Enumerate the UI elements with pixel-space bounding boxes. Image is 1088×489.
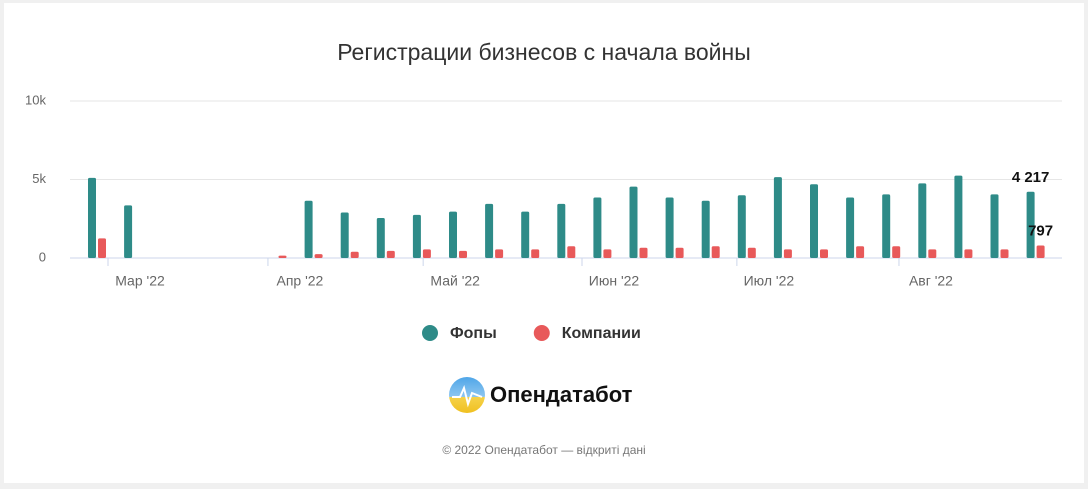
legend-label: Фопы: [450, 325, 497, 342]
bar: [882, 194, 891, 258]
x-tick-label: Мар '22: [115, 273, 165, 289]
bar: [521, 211, 530, 258]
bar: [124, 205, 133, 258]
bar: [350, 251, 359, 258]
data-label: 4 217: [1012, 169, 1050, 186]
bar: [990, 194, 999, 258]
bar: [701, 200, 710, 258]
bar: [629, 186, 638, 258]
bar: [737, 195, 746, 258]
bar: [810, 184, 818, 258]
x-tick-label: Авг '22: [909, 273, 953, 289]
bar: [314, 254, 323, 258]
bar: [278, 255, 287, 258]
legend-marker: [533, 325, 550, 341]
bar: [783, 249, 792, 258]
bar: [892, 246, 901, 258]
bar: [531, 249, 540, 258]
bar: [459, 250, 467, 258]
bar: [495, 249, 504, 258]
bar: [88, 177, 96, 258]
logo-pulse: [452, 384, 483, 408]
bar: [304, 200, 313, 258]
bar: [449, 211, 457, 258]
bar: [376, 217, 385, 258]
bar: [711, 246, 720, 258]
x-tick-label: Июл '22: [744, 273, 795, 289]
bar: [603, 249, 612, 258]
bar: [422, 249, 431, 258]
footer: © 2022 Опендатабот — відкриті дані: [442, 443, 645, 457]
x-tick-label: Апр '22: [277, 273, 324, 289]
y-tick-label: 5k: [32, 171, 46, 186]
y-tick-label: 0: [39, 249, 46, 264]
bar: [340, 212, 349, 258]
bar: [593, 197, 602, 258]
bar: [1026, 191, 1035, 258]
bar: [412, 214, 421, 258]
legend: Фопы Компании: [422, 325, 641, 342]
bar: [856, 246, 865, 258]
bar: [918, 183, 927, 258]
card: [4, 3, 1084, 483]
bar: [675, 247, 684, 258]
bar: [773, 177, 782, 258]
logo-text: Опендатабот: [490, 382, 633, 407]
legend-marker: [422, 325, 438, 341]
data-label: 797: [1028, 222, 1053, 239]
bar: [954, 175, 963, 258]
bar: [1000, 249, 1009, 258]
bar: [665, 197, 674, 258]
x-tick-label: Май '22: [430, 273, 480, 289]
legend-label: Компании: [562, 325, 641, 342]
bar: [557, 203, 566, 258]
bar: [98, 238, 106, 258]
bar: [386, 250, 395, 258]
bar: [1036, 245, 1045, 258]
x-tick-label: Июн '22: [589, 273, 640, 289]
bar: [928, 249, 937, 258]
bar: [846, 197, 855, 258]
bar: [964, 249, 973, 258]
logo-icon: [449, 377, 485, 413]
bar: [820, 249, 828, 258]
y-tick-label: 10k: [25, 92, 46, 107]
bar: [485, 203, 494, 258]
bar: [567, 246, 576, 258]
chart-title: Регистрации бизнесов с начала войны: [337, 39, 751, 65]
bar: [747, 247, 756, 258]
bar: [639, 247, 648, 258]
